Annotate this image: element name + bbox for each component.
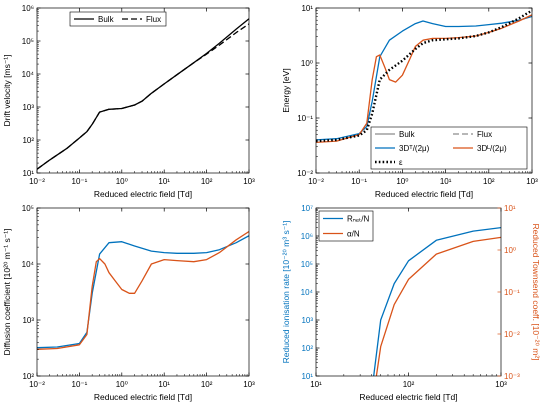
y-tick-label: 10⁰ <box>301 59 313 68</box>
y-tick-label: 10¹ <box>22 169 34 178</box>
y2-tick-label: 10¹ <box>504 204 516 213</box>
legend-entry: Flux <box>146 15 161 24</box>
y-tick-label: 10² <box>22 136 34 145</box>
chart-1: 10⁻² 10⁻¹ 10⁰ 10¹ 10² 10³ 10¹ 10² 10³ 10⁴ 10⁵ 10⁶ Re… <box>2 4 255 199</box>
y2-tick-label: 10⁰ <box>504 246 516 255</box>
y-tick-label: 10⁴ <box>22 260 35 269</box>
y-tick-label: 10⁴ <box>22 70 35 79</box>
x-axis-label: Reduced electric field [Td] <box>359 392 457 402</box>
y-axis-label: Drift velocity [ms⁻¹] <box>2 54 12 126</box>
x-tick-label: 10⁻¹ <box>72 380 88 389</box>
y-tick-label: 10¹ <box>301 372 313 381</box>
series-line-2 <box>375 236 501 376</box>
axes-frame <box>36 7 250 174</box>
x-tick-label: 10⁰ <box>396 177 408 186</box>
x-tick-label: 10² <box>483 177 495 186</box>
legend-entry: Bulk <box>399 130 416 139</box>
y-axis-label: Reduced ionisation rate [10⁻²⁰ m³ s⁻¹] <box>281 221 291 364</box>
x-tick-label: 10² <box>403 380 415 389</box>
y-tick-label: 10³ <box>22 316 34 325</box>
y-axis-label: Diffusion coefficient [10²⁰ m⁻¹ s⁻¹] <box>2 229 12 356</box>
y-tick-label: 10⁻¹ <box>297 114 313 123</box>
x-tick-label: 10⁰ <box>116 380 128 389</box>
y-tick-label: 10² <box>22 372 34 381</box>
legend-box <box>370 126 528 170</box>
y-tick-label: 10⁻² <box>297 169 313 178</box>
x-axis-label: Reduced electric field [Td] <box>94 189 192 199</box>
legend-box <box>69 11 167 27</box>
x-tick-label: 10⁻² <box>29 177 45 186</box>
y-axis-label: Energy [eV] <box>281 68 291 112</box>
series-group <box>37 18 249 170</box>
x-tick-label: 10⁻¹ <box>72 177 88 186</box>
y2-tick-label: 10⁻² <box>504 330 520 339</box>
series-line-5 <box>316 9 532 143</box>
series-line-1 <box>373 226 501 376</box>
series-line-4 <box>316 14 532 144</box>
legend-entry: Rₙₑₜ/N <box>347 215 370 224</box>
series-line-3 <box>316 15 532 141</box>
legend: Rₙₑₜ/N α/N <box>318 210 374 242</box>
legend-entry: 3Dᵀ/(2μ) <box>399 144 430 153</box>
y-tick-label: 10⁶ <box>301 232 313 241</box>
x-tick-label: 10³ <box>243 177 255 186</box>
x-tick-label: 10¹ <box>440 177 452 186</box>
x-tick-label: 10² <box>201 177 213 186</box>
axes-frame <box>36 207 250 377</box>
y2-axis-label: Reduced Townsend coeff. [10⁻²⁰ m²] <box>531 223 541 360</box>
y-tick-label: 10⁶ <box>22 4 34 13</box>
y-tick-label: 10⁵ <box>301 260 313 269</box>
y2-tick-label: 10⁻³ <box>504 372 520 381</box>
x-tick-label: 10² <box>201 380 213 389</box>
y-tick-label: 10⁵ <box>22 37 34 46</box>
y2-tick-label: 10⁻¹ <box>504 288 520 297</box>
legend-box <box>318 210 374 242</box>
x-tick-label: 10⁻² <box>29 380 45 389</box>
x-tick-label: 10⁰ <box>116 177 128 186</box>
y-tick-label: 10² <box>301 344 313 353</box>
x-tick-label: 10⁻¹ <box>351 177 367 186</box>
x-tick-label: 10³ <box>526 177 538 186</box>
legend-entry: ε <box>399 158 403 167</box>
axes-frame <box>315 7 533 174</box>
plot-area <box>37 8 249 173</box>
y-tick-label: 10⁵ <box>22 204 34 213</box>
x-tick-label: 10⁻² <box>308 177 324 186</box>
x-tick-label: 10³ <box>495 380 507 389</box>
y-tick-label: 10¹ <box>301 4 313 13</box>
legend: Bulk Flux <box>69 11 167 27</box>
plot-area <box>37 208 249 376</box>
x-tick-label: 10¹ <box>158 177 170 186</box>
y-tick-label: 10³ <box>22 103 34 112</box>
y-tick-label: 10⁴ <box>301 288 314 297</box>
series-line-2 <box>37 23 249 170</box>
series-group <box>316 9 532 144</box>
x-axis-label: Reduced electric field [Td] <box>94 392 192 402</box>
y-tick-label: 10³ <box>301 316 313 325</box>
legend: Bulk Flux 3Dᵀ/(2μ) 3Dᴸ/(2μ) ε <box>370 126 528 170</box>
chart-4: 10¹ 10² 10³ 10¹ 10² 10³ 10⁴ 10⁵ 10⁶ 10⁷ 10⁻³ 10⁻² 10… <box>281 204 541 402</box>
legend-entry: 3Dᴸ/(2μ) <box>477 144 507 153</box>
y-tick-label: 10⁷ <box>301 204 313 213</box>
series-group <box>373 226 501 376</box>
series-line-3 <box>37 235 249 349</box>
legend-entry: Flux <box>477 130 492 139</box>
legend-entry: Bulk <box>98 15 115 24</box>
chart-2: 10⁻² 10⁻¹ 10⁰ 10¹ 10² 10³ 10⁻² 10⁻¹ 10⁰ 10¹ Reduce… <box>281 4 538 199</box>
legend-entry: α/N <box>347 230 360 239</box>
x-tick-label: 10¹ <box>158 380 170 389</box>
x-tick-label: 10¹ <box>310 380 322 389</box>
series-line-4 <box>37 230 249 350</box>
x-axis-label: Reduced electric field [Td] <box>375 189 473 199</box>
x-tick-label: 10³ <box>243 380 255 389</box>
series-group <box>37 230 249 350</box>
